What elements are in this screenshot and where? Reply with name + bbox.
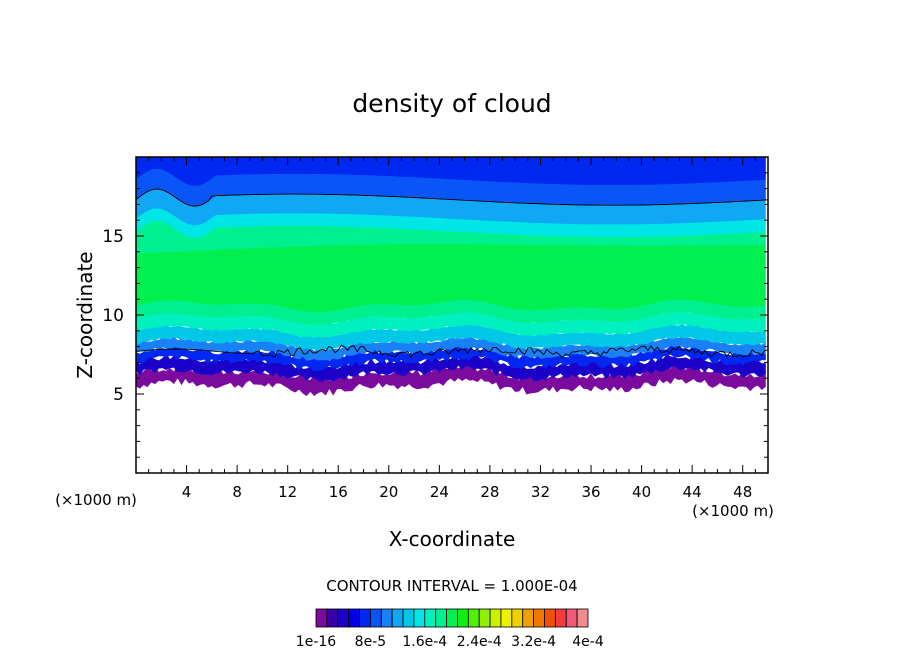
colorbar-swatch — [348, 608, 360, 628]
contour-line-0 — [136, 188, 768, 207]
colorbar-swatch — [576, 608, 589, 628]
y-tick-label: 5 — [113, 385, 124, 405]
x-tick-label: 48 — [733, 483, 752, 501]
x-tick-label: 40 — [632, 483, 651, 501]
x-tick-label: 20 — [379, 483, 398, 501]
colorbar-swatch — [478, 608, 491, 628]
contour-interval-label: CONTOUR INTERVAL = 1.000E-04 — [326, 577, 577, 595]
contour-band-2 — [136, 344, 766, 372]
x-axis-ticks: 4 8 12 16 20 24 28 32 36 40 44 48 — [148, 157, 756, 501]
colorbar-swatch — [489, 608, 502, 628]
x-tick-label: 28 — [480, 483, 499, 501]
contour-line-1 — [136, 344, 768, 359]
contour-fill-layers — [136, 157, 766, 397]
colorbar-swatch — [467, 608, 480, 628]
colorbar-swatch — [511, 608, 524, 628]
colorbar-swatch — [359, 608, 371, 628]
x-tick-label: 16 — [329, 483, 348, 501]
colorbar-label: 1.6e-4 — [402, 634, 447, 650]
colorbar-swatch — [402, 608, 415, 628]
x-unit-left: (×1000 m) — [55, 491, 137, 509]
colorbar-swatch — [315, 608, 328, 628]
x-tick-label: 44 — [683, 483, 702, 501]
x-tick-label: 4 — [182, 483, 192, 501]
x-tick-label: 12 — [278, 483, 297, 501]
colorbar-label: 8e-5 — [355, 634, 386, 650]
x-tick-label: 36 — [581, 483, 600, 501]
colorbar-swatch — [446, 608, 458, 628]
colorbar-labels: 1e-16 8e-5 1.6e-4 2.4e-4 3.2e-4 4e-4 — [296, 634, 604, 650]
colorbar-swatch — [544, 608, 556, 628]
colorbar-swatch — [369, 608, 382, 628]
colorbar-label: 4e-4 — [572, 634, 604, 650]
y-tick-label: 15 — [102, 227, 124, 247]
colorbar-label: 3.2e-4 — [511, 634, 556, 650]
y-axis-label: Z-coordinate — [73, 251, 97, 378]
x-tick-label: 24 — [430, 483, 449, 501]
colorbar-swatch — [326, 608, 339, 628]
colorbar-swatch — [391, 608, 404, 628]
colorbar-swatch — [424, 608, 437, 628]
colorbar-swatch — [435, 608, 447, 628]
colorbar-swatch — [565, 608, 578, 628]
x-tick-label: 8 — [232, 483, 242, 501]
colorbar-swatch — [533, 608, 545, 628]
y-axis-ticks: 5 10 15 — [102, 172, 768, 458]
contour-lines — [136, 188, 768, 359]
colorbar-swatch — [337, 608, 350, 628]
colorbar-swatch — [457, 608, 469, 628]
x-axis-label: X-coordinate — [389, 527, 516, 551]
colorbar-swatch — [500, 608, 513, 628]
chart-title: density of cloud — [352, 89, 551, 118]
colorbar-swatch — [413, 608, 426, 628]
x-unit-right: (×1000 m) — [692, 502, 774, 520]
colorbar-swatch — [380, 608, 393, 628]
colorbar — [315, 608, 589, 628]
contour-band-12 — [136, 157, 766, 186]
x-tick-label: 32 — [531, 483, 550, 501]
colorbar-swatch — [554, 608, 567, 628]
colorbar-swatch — [522, 608, 534, 628]
y-tick-label: 10 — [102, 306, 124, 326]
colorbar-label: 1e-16 — [296, 634, 336, 650]
colorbar-label: 2.4e-4 — [457, 634, 502, 650]
